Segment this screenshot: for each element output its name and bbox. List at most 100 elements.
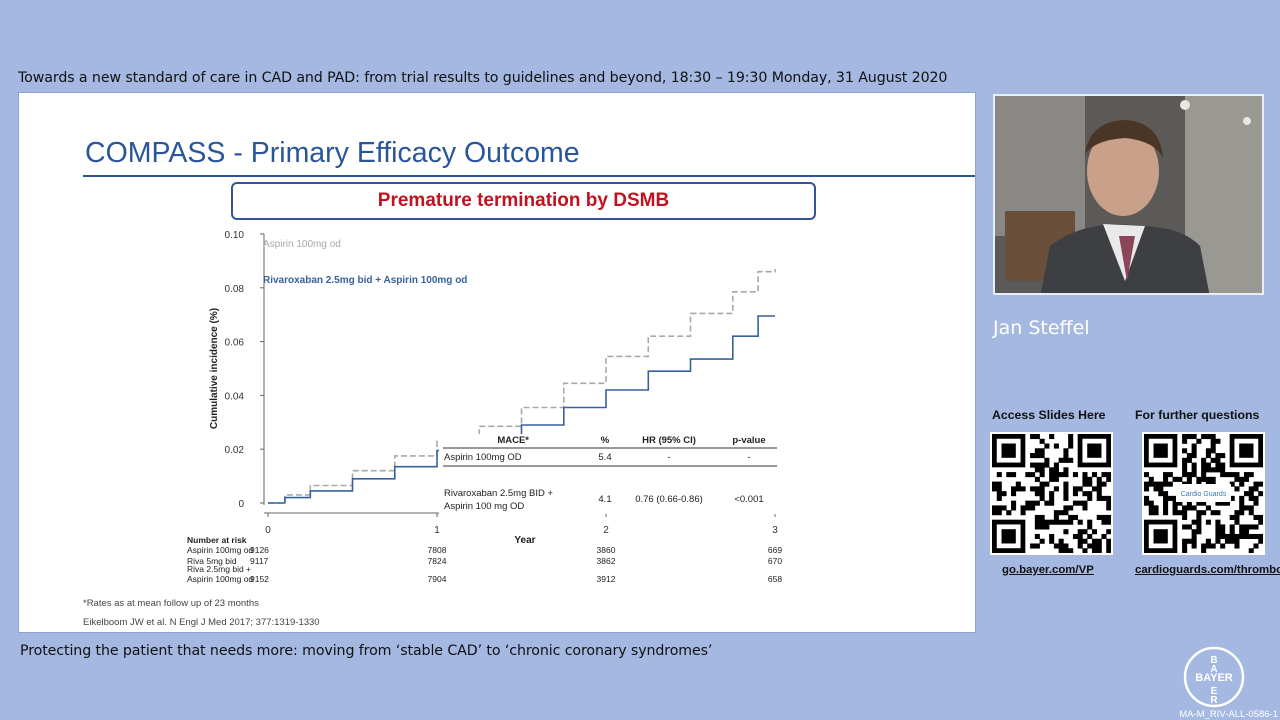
qr-module	[1068, 514, 1074, 520]
qr-module	[1201, 434, 1207, 440]
qr-module	[1229, 495, 1235, 501]
y-tick-label: 0.08	[225, 284, 245, 295]
qr-module	[1191, 543, 1197, 549]
km-chart: 0.10 0.08 0.06 0.04 0.02 0 0 1 2 3 Year Cumulative …	[83, 230, 782, 628]
questions-link[interactable]: cardioguards.com/thrombosis	[1135, 564, 1280, 576]
qr-module	[1177, 500, 1183, 506]
qr-module	[1049, 495, 1055, 501]
qr-module	[1015, 486, 1021, 492]
qr-module	[1205, 453, 1211, 459]
qr-module	[1239, 505, 1245, 511]
qr-module	[1196, 524, 1202, 530]
qr-module	[1248, 495, 1254, 501]
slides-qr-code[interactable]	[990, 432, 1113, 555]
qr-module	[1172, 505, 1178, 511]
qr-module	[1215, 529, 1221, 535]
qr-module	[1243, 505, 1250, 511]
qr-module	[1182, 462, 1188, 468]
qr-module	[1020, 486, 1026, 492]
qr-module	[1239, 495, 1245, 501]
inset-table-cell: -	[747, 452, 750, 463]
qr-module	[1234, 533, 1240, 540]
qr-module	[1063, 453, 1069, 459]
qr-module	[1153, 486, 1159, 492]
bayer-logo-letter: A	[1210, 664, 1217, 675]
qr-module	[1034, 500, 1040, 506]
qr-module	[1148, 510, 1154, 516]
qr-module	[1186, 434, 1192, 440]
qr-module	[1082, 500, 1088, 506]
qr-module	[992, 510, 998, 516]
qr-module	[1077, 486, 1083, 492]
qr-module	[1239, 476, 1245, 482]
qr-module	[1253, 524, 1259, 530]
qr-module	[1163, 481, 1169, 487]
questions-qr-code[interactable]: Cardio Guards	[1142, 432, 1265, 555]
qr-module	[1058, 472, 1064, 478]
qr-module	[1101, 514, 1107, 520]
qr-module	[1172, 476, 1178, 482]
qr-module	[1220, 533, 1226, 540]
qr-module	[1039, 481, 1045, 487]
qr-module	[1205, 467, 1211, 473]
qr-module	[1030, 462, 1036, 468]
qr-module	[1077, 533, 1083, 540]
qr-module	[1191, 519, 1197, 525]
x-tick-label: 3	[772, 525, 778, 536]
qr-module	[1215, 438, 1221, 444]
qr-module	[1068, 457, 1074, 463]
qr-module	[1215, 453, 1221, 459]
qr-module	[996, 486, 1002, 492]
slides-link[interactable]: go.bayer.com/VP	[1002, 564, 1094, 576]
risk-table-label: Riva 2.5mg bid +	[187, 564, 251, 574]
qr-module	[1039, 472, 1045, 478]
qr-module	[1068, 438, 1074, 444]
qr-module	[1072, 491, 1078, 497]
qr-module	[1053, 476, 1059, 482]
qr-module	[1182, 472, 1188, 478]
qr-module	[1082, 538, 1088, 544]
qr-module	[1205, 434, 1211, 440]
qr-module	[1243, 529, 1250, 535]
qr-module	[1210, 448, 1216, 454]
qr-module	[1082, 548, 1088, 554]
inset-table-cell: 4.1	[598, 494, 611, 505]
qr-module	[1220, 529, 1226, 535]
qr-module	[1044, 462, 1050, 468]
qr-module	[1063, 548, 1069, 554]
qr-module	[1196, 519, 1202, 525]
qr-module	[1077, 543, 1083, 549]
qr-module	[1182, 434, 1188, 440]
inset-table-header: %	[601, 435, 610, 446]
qr-module	[1182, 510, 1188, 516]
qr-module	[1205, 448, 1211, 454]
qr-module	[1096, 491, 1102, 497]
risk-table-value: 7824	[428, 556, 447, 566]
qr-module	[1229, 538, 1235, 544]
qr-module	[1215, 462, 1221, 468]
qr-module	[1063, 543, 1069, 549]
qr-module	[1191, 453, 1197, 459]
qr-module	[1106, 505, 1112, 511]
risk-table-value: 3912	[597, 574, 616, 584]
qr-module	[1163, 491, 1169, 497]
qr-module	[1167, 472, 1173, 478]
inset-table-cell: Aspirin 100mg OD	[444, 452, 522, 463]
slides-qr-icon	[992, 434, 1112, 554]
qr-module	[1068, 505, 1074, 511]
qr-module	[1196, 438, 1202, 444]
qr-module	[1049, 491, 1055, 497]
qr-module	[1106, 476, 1112, 482]
risk-table-value: 669	[768, 545, 782, 555]
inset-table-cell: Aspirin 100 mg OD	[444, 501, 524, 512]
qr-module	[1258, 533, 1264, 540]
qr-module	[1063, 510, 1069, 516]
qr-module	[1058, 457, 1064, 463]
qr-module	[1049, 538, 1055, 544]
qr-module	[1053, 519, 1059, 525]
qr-module	[1011, 486, 1017, 492]
qr-module	[1153, 510, 1159, 516]
qr-module	[1091, 529, 1098, 535]
qr-module	[1049, 533, 1055, 540]
